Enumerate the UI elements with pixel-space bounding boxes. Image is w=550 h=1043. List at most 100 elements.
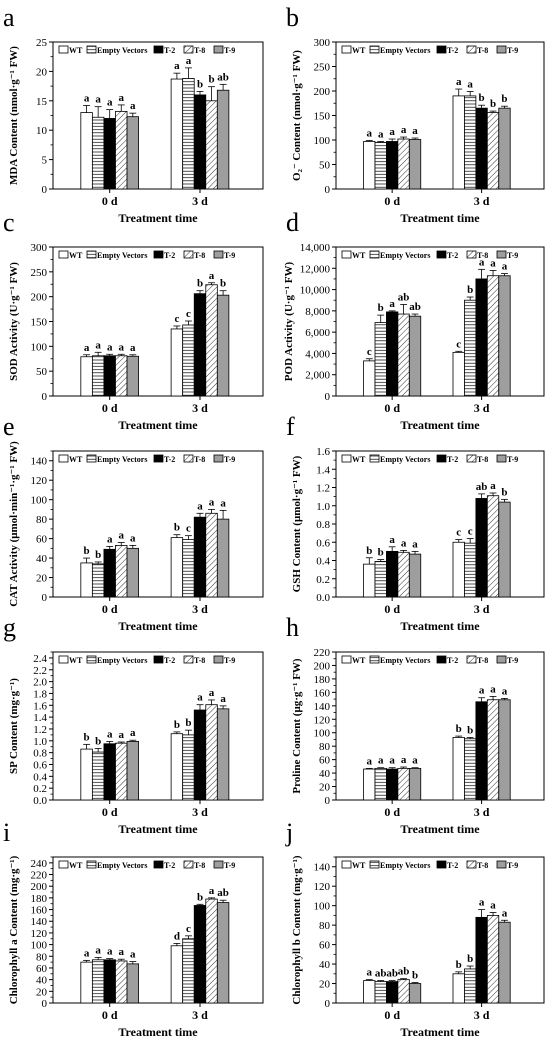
bar-0d-t-8 <box>397 767 410 801</box>
x-tick-label: 3 d <box>474 805 490 819</box>
bar-0d-empty-vectors <box>374 322 387 397</box>
legend-swatch-empty-vectors <box>369 454 380 463</box>
significance-letter: a <box>467 78 473 90</box>
y-tick-label: 220 <box>31 870 48 882</box>
y-tick-label: 6,000 <box>305 327 330 339</box>
significance-letter: a <box>119 529 125 541</box>
legend-swatch-t-8 <box>183 860 194 869</box>
bar-3d-empty-vectors <box>182 539 195 598</box>
significance-letter: b <box>412 970 418 982</box>
bar-0d-t-2 <box>103 548 116 598</box>
y-tick-label: 120 <box>314 714 331 726</box>
bar-0d-t-2 <box>103 743 116 801</box>
y-tick-label: 50 <box>319 160 331 172</box>
significance-letter: a <box>502 685 508 697</box>
legend-swatch-empty-vectors <box>86 860 97 869</box>
legend-swatch-t-9 <box>496 250 507 259</box>
panel-letter: e <box>3 412 15 441</box>
panel-g: g 0.00.20.40.60.81.01.21.41.61.82.02.22.4… <box>3 613 264 836</box>
y-tick-label: 60 <box>319 940 331 952</box>
bar-0d-empty-vectors <box>91 959 105 1004</box>
y-tick-label: 120 <box>31 928 48 940</box>
bar-3d-t-9 <box>498 699 511 801</box>
significance-letter: a <box>107 97 113 109</box>
legend-label: T-9 <box>507 861 518 870</box>
legend-label: WT <box>69 251 83 260</box>
y-tick-label: 2.0 <box>33 677 47 689</box>
y-tick-label: 25 <box>36 37 48 49</box>
legend-swatch-t-2 <box>436 45 447 54</box>
significance-letter: b <box>490 98 496 110</box>
significance-letter: a <box>107 728 113 740</box>
y-tick-label: 0.2 <box>33 783 47 795</box>
y-tick-label: 1.2 <box>316 483 330 495</box>
bar-0d-wt <box>363 563 376 598</box>
bar-0d-wt <box>80 356 93 397</box>
bar-3d-t-9 <box>498 501 511 598</box>
x-tick-label: 3 d <box>474 602 490 616</box>
bar-0d-t-2 <box>386 311 399 397</box>
bar-0d-empty-vectors <box>91 116 105 190</box>
y-tick-label: 200 <box>314 86 331 98</box>
significance-letter: b <box>220 278 226 290</box>
y-tick-label: 4,000 <box>305 348 330 360</box>
significance-letter: ab <box>398 291 410 303</box>
legend-swatch-wt <box>58 45 69 54</box>
significance-letter: a <box>220 693 226 705</box>
bar-3d-t-2 <box>475 916 488 1004</box>
significance-letter: b <box>185 717 191 729</box>
y-tick-label: 300 <box>31 242 48 254</box>
significance-letter: c <box>186 923 191 935</box>
bar-0d-wt <box>80 961 93 1004</box>
significance-letter: a <box>401 537 407 549</box>
bar-0d-wt <box>80 112 93 190</box>
legend-label: T-9 <box>224 251 235 260</box>
bar-0d-t-2 <box>103 118 116 190</box>
x-axis-label: Treatment time <box>118 418 198 432</box>
legend-label: T-2 <box>447 656 458 665</box>
significance-letter: a <box>456 76 462 88</box>
significance-letter: ab <box>217 71 229 83</box>
x-axis-label: Treatment time <box>400 822 480 836</box>
bar-3d-t-2 <box>193 293 207 397</box>
legend-swatch-empty-vectors <box>369 250 380 259</box>
legend-label: T-8 <box>477 861 488 870</box>
y-tick-label: 40 <box>319 768 331 780</box>
plot-frame <box>335 856 545 1004</box>
bar-3d-t-9 <box>216 89 230 190</box>
significance-letter: b <box>378 302 384 314</box>
legend-label: WT <box>69 861 83 870</box>
significance-letter: b <box>197 78 203 90</box>
y-axis-label: O₂⁻ Content (nmol·g⁻¹ FW) <box>291 50 303 181</box>
y-tick-label: 1.6 <box>316 446 330 458</box>
significance-letter: a <box>209 885 215 897</box>
y-tick-label: 80 <box>36 514 48 526</box>
bar-0d-t-9 <box>126 740 139 801</box>
x-axis-label: Treatment time <box>400 418 480 432</box>
legend-swatch-t-2 <box>436 454 447 463</box>
legend-swatch-empty-vectors <box>369 655 380 664</box>
significance-letter: a <box>209 687 215 699</box>
y-tick-label: 0.0 <box>33 795 47 807</box>
significance-letter: b <box>197 278 203 290</box>
y-tick-label: 200 <box>314 660 331 672</box>
legend-label: T-9 <box>507 455 518 464</box>
significance-letter: a <box>401 754 407 766</box>
x-tick-label: 3 d <box>474 1008 490 1022</box>
panel-f: f 0.0 0.2 0.4 0.6 0.8 1.0 1.2 1.4 1.6 GSH Content … <box>286 412 545 633</box>
legend-label: T-8 <box>477 656 488 665</box>
bar-3d-wt <box>452 973 465 1004</box>
bar-3d-t-9 <box>216 902 230 1004</box>
significance-letter: a <box>84 342 90 354</box>
y-tick-label: 0.2 <box>316 574 330 586</box>
y-tick-label: 150 <box>31 317 48 329</box>
legend-label: Empty Vectors <box>97 455 147 464</box>
significance-letter: ab <box>217 887 229 899</box>
legend-label: T-9 <box>224 46 235 55</box>
bar-0d-empty-vectors <box>91 355 105 397</box>
bar-3d-empty-vectors <box>464 95 477 190</box>
significance-letter: b <box>501 93 507 105</box>
y-axis-label: GSH Content (μmol·g⁻¹ FW) <box>291 455 303 592</box>
